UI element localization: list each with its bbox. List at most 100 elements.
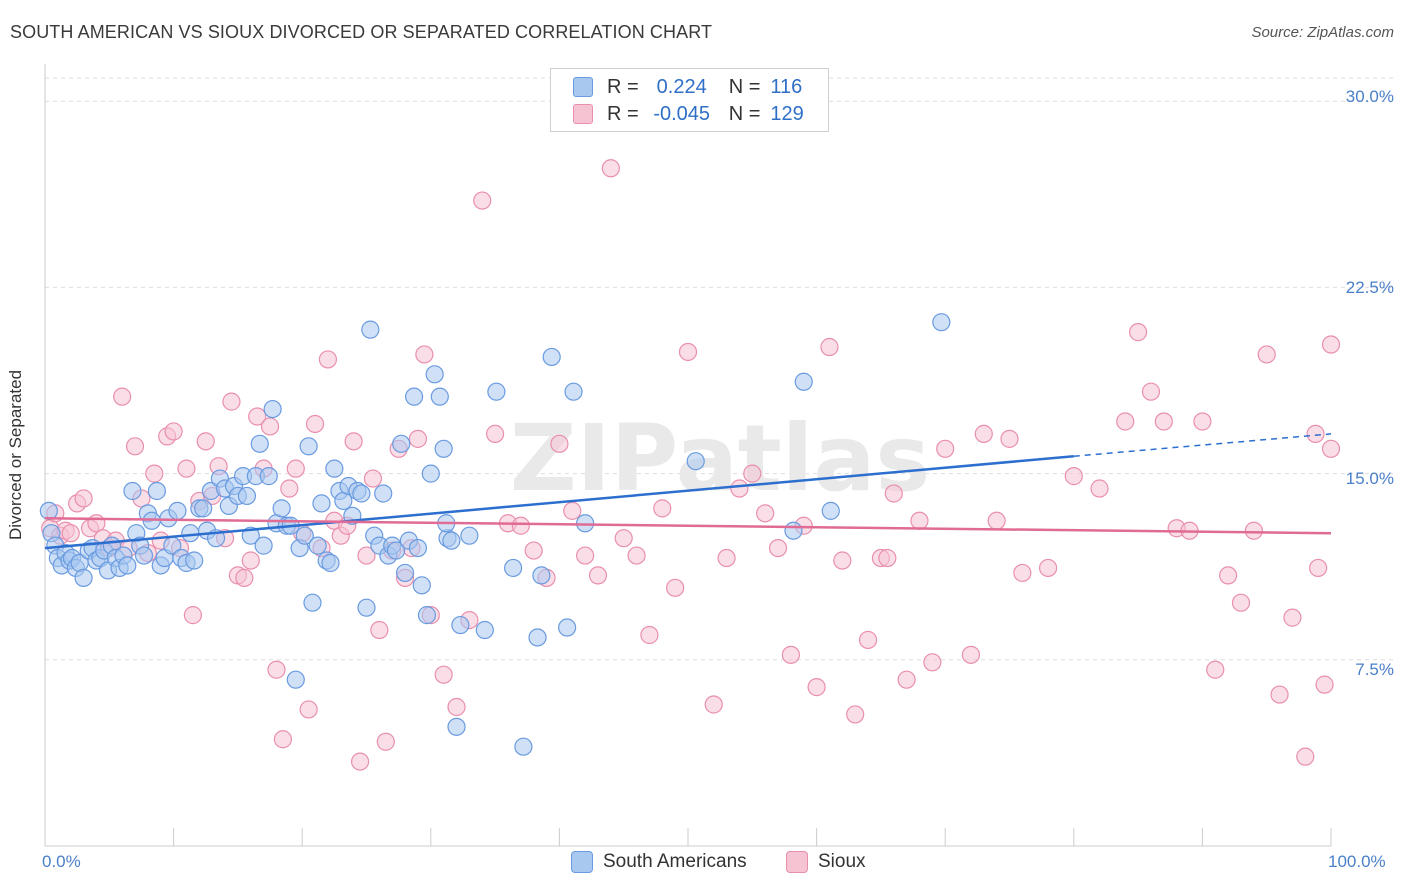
- data-point: [118, 556, 137, 575]
- data-point: [263, 399, 282, 419]
- blue-swatch: [571, 851, 593, 873]
- data-point: [781, 645, 800, 664]
- data-point: [305, 414, 325, 434]
- data-point: [308, 536, 327, 555]
- data-point: [447, 717, 466, 736]
- data-point: [532, 566, 551, 585]
- watermark: ZIPatlas: [510, 405, 930, 512]
- source-label: Source: ZipAtlas.com: [1251, 24, 1394, 41]
- data-point: [134, 546, 154, 565]
- data-point: [357, 598, 376, 617]
- data-point: [408, 538, 428, 558]
- data-point: [1064, 467, 1083, 486]
- data-point: [74, 489, 93, 508]
- data-point: [910, 511, 929, 530]
- data-point: [363, 469, 383, 488]
- data-point: [344, 432, 363, 451]
- data-point: [286, 670, 305, 689]
- data-point: [486, 424, 505, 443]
- data-point: [858, 630, 878, 650]
- data-point: [408, 429, 428, 448]
- data-point: [504, 558, 523, 578]
- data-point: [177, 459, 196, 478]
- data-point: [434, 439, 453, 458]
- pink-swatch: [573, 104, 593, 124]
- data-point: [932, 313, 951, 332]
- data-point: [39, 501, 58, 520]
- data-point: [653, 499, 672, 518]
- data-point: [196, 432, 215, 451]
- data-point: [404, 387, 424, 406]
- data-point: [145, 464, 164, 483]
- data-point: [1321, 439, 1341, 458]
- legend-row-sioux: R = -0.045 N = 129: [573, 101, 804, 127]
- data-point: [61, 524, 80, 543]
- data-point: [352, 484, 371, 503]
- legend-item-sioux: Sioux: [786, 851, 866, 873]
- data-point: [542, 347, 561, 367]
- data-point: [961, 645, 981, 664]
- data-point: [1000, 429, 1019, 448]
- data-point: [1206, 660, 1225, 679]
- data-point: [524, 541, 543, 560]
- data-point: [1296, 747, 1315, 766]
- data-point: [1090, 479, 1109, 498]
- data-point: [987, 511, 1006, 530]
- data-point: [280, 479, 299, 498]
- n-value: 116: [770, 75, 803, 98]
- data-point: [627, 546, 646, 565]
- data-point: [794, 372, 813, 391]
- axes: [44, 64, 1332, 847]
- data-point: [222, 392, 241, 411]
- data-point: [325, 459, 344, 478]
- data-point: [430, 387, 449, 406]
- data-point: [601, 159, 620, 178]
- data-point: [1231, 593, 1251, 612]
- r-label: R =: [607, 75, 639, 98]
- data-point: [588, 566, 608, 585]
- data-point: [743, 464, 762, 483]
- data-point: [511, 516, 530, 535]
- data-point: [241, 551, 260, 570]
- data-point: [563, 501, 582, 520]
- data-point: [395, 563, 415, 583]
- data-point: [564, 382, 583, 401]
- sioux-trend-line: [44, 517, 1332, 535]
- series-legend: South Americans Sioux: [0, 851, 1406, 877]
- data-point: [181, 524, 200, 543]
- legend-label: South Americans: [603, 851, 747, 872]
- data-point: [1306, 424, 1325, 443]
- data-point: [884, 484, 903, 503]
- data-point: [678, 342, 698, 362]
- data-point: [1128, 323, 1148, 342]
- n-value: 129: [770, 102, 804, 125]
- data-point: [1038, 558, 1058, 578]
- data-point: [473, 191, 492, 210]
- data-point: [1154, 412, 1173, 431]
- data-point: [434, 665, 453, 684]
- n-label: N =: [728, 75, 761, 98]
- chart-title: SOUTH AMERICAN VS SIOUX DIVORCED OR SEPA…: [10, 22, 713, 42]
- data-point: [417, 606, 437, 625]
- data-point: [260, 417, 280, 436]
- data-point: [550, 434, 569, 453]
- data-point: [350, 752, 370, 771]
- correlation-legend: R = 0.224 N = 116 R = -0.045 N = 129: [550, 68, 829, 132]
- data-point: [125, 437, 145, 456]
- data-point: [123, 481, 142, 501]
- trend-lines: [44, 433, 1332, 550]
- south-americans-trend-extension: [1073, 433, 1332, 457]
- data-point: [820, 337, 839, 357]
- data-point: [451, 615, 470, 635]
- data-point: [254, 536, 273, 555]
- data-point: [768, 538, 788, 558]
- data-point: [235, 568, 254, 587]
- data-point: [237, 486, 257, 506]
- data-point: [717, 548, 736, 568]
- legend-row-south-americans: R = 0.224 N = 116: [573, 74, 802, 100]
- blue-swatch: [573, 77, 593, 97]
- data-point: [386, 541, 406, 560]
- data-point: [248, 407, 267, 426]
- data-point: [318, 350, 338, 369]
